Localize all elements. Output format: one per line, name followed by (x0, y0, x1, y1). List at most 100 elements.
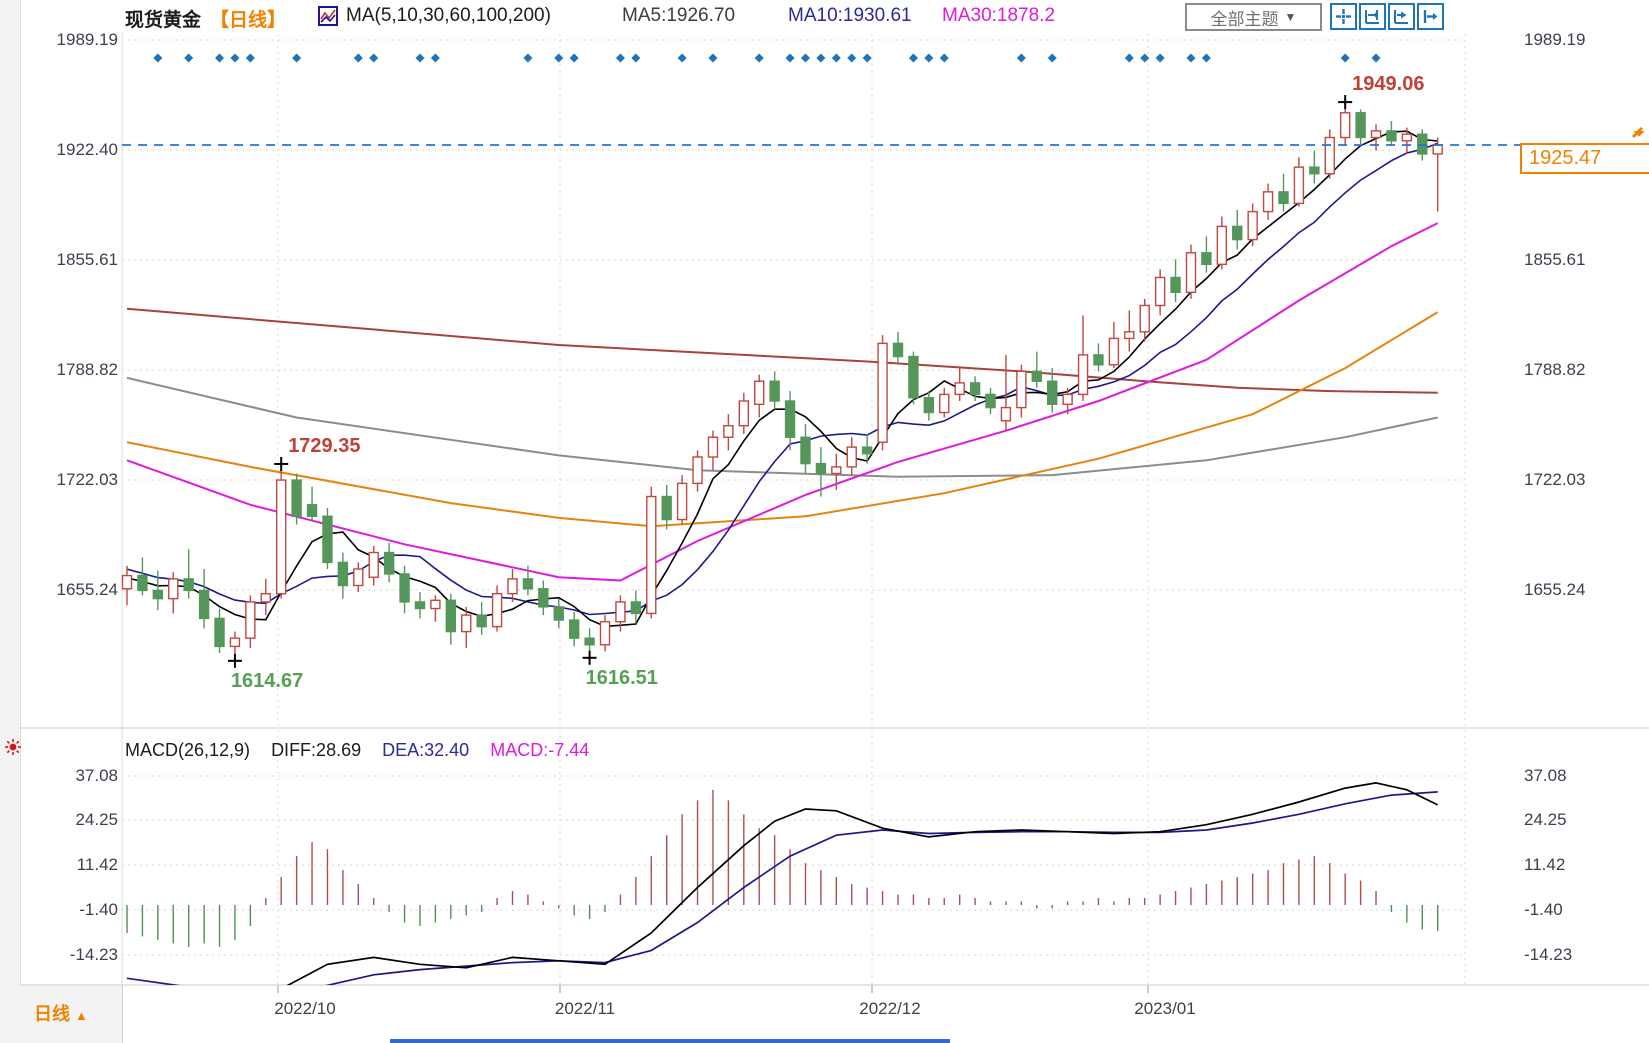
candle-body (1401, 133, 1413, 142)
macd-axis-label-right: 24.25 (1524, 810, 1567, 829)
event-dot (353, 53, 363, 63)
event-dot (245, 53, 255, 63)
event-dot (1124, 53, 1134, 63)
crosshair-icon (1336, 9, 1351, 24)
symbol-title: 现货黄金 (125, 10, 202, 31)
event-dot (1201, 53, 1211, 63)
event-dot (847, 53, 857, 63)
candle-body (121, 574, 133, 590)
candle-body (1124, 331, 1135, 340)
ma30-value: MA30:1878.2 (942, 5, 1056, 26)
candle-body (784, 400, 796, 438)
dea-line (126, 791, 1438, 985)
candle-body (168, 578, 179, 600)
candle-body (306, 504, 318, 517)
candle-body (1417, 133, 1428, 155)
candle-body (939, 393, 950, 414)
bottom-bar-corner (0, 986, 123, 1043)
event-dot (523, 53, 533, 63)
price-axis-label-left: 1922.40 (56, 140, 118, 159)
indicator-settings-icon[interactable] (4, 738, 22, 756)
macd-axis-label-left: -14.23 (69, 945, 118, 964)
x-axis-month-label: 2022/10 (274, 999, 336, 1018)
candle-body (1154, 276, 1166, 307)
macd-axis-label-right: -1.40 (1524, 900, 1563, 919)
event-dot (831, 53, 841, 63)
candle-body (198, 589, 210, 620)
last-price-value: 1925.47 (1529, 147, 1602, 169)
candle-body (461, 614, 472, 633)
candle-body (1031, 370, 1042, 382)
macd-axis-label-right: 37.08 (1524, 766, 1567, 785)
candle-body (1232, 225, 1243, 241)
candle-body (1077, 354, 1089, 396)
candle-body (923, 397, 935, 414)
theme-dropdown-label: 全部主题 (1210, 9, 1279, 29)
candle-body (630, 601, 642, 615)
macd-diff-value: DIFF:28.69 (271, 740, 362, 760)
event-dot (415, 53, 425, 63)
event-dot (924, 53, 934, 63)
price-axis-label-left: 1989.19 (56, 30, 118, 49)
crosshair-tool-button[interactable] (1330, 3, 1357, 30)
candle-body (815, 462, 827, 475)
ma5-value: MA5:1926.70 (622, 5, 736, 26)
theme-dropdown[interactable]: 全部主题 ▼ (1185, 3, 1322, 31)
price-axis-label-left: 1855.61 (56, 250, 118, 269)
candle-body (1324, 136, 1335, 175)
candle-body (1386, 130, 1397, 142)
event-dot (292, 53, 302, 63)
candle-body (476, 614, 487, 628)
macd-axis-label-left: 11.42 (76, 855, 118, 874)
candle-body (646, 495, 657, 615)
event-dot (1371, 53, 1381, 63)
event-dot (800, 53, 811, 63)
candle-body (368, 551, 379, 578)
event-dot (1340, 53, 1350, 63)
zoom-x-button[interactable] (1359, 3, 1386, 30)
event-dot (816, 53, 826, 63)
event-dot (1155, 53, 1165, 63)
ma-settings-label: MA(5,10,30,60,100,200) (346, 5, 551, 26)
candle-body (877, 342, 888, 443)
pan-right-button[interactable] (1417, 3, 1444, 30)
ma-line-ma200 (126, 307, 1438, 394)
extreme-price-label: 1616.51 (586, 667, 658, 689)
candle-body (383, 551, 395, 575)
ma-line-ma30 (126, 222, 1439, 582)
ma-line-ma5 (126, 130, 1438, 628)
price-axis-label-left: 1788.82 (56, 360, 118, 379)
candle-body (229, 637, 241, 648)
extreme-price-label: 1729.35 (288, 435, 360, 457)
candle-body (414, 601, 426, 610)
candle-body (723, 425, 734, 438)
candle-body (861, 446, 873, 455)
ma-legend-icon (318, 6, 338, 26)
candle-body (1201, 252, 1212, 266)
macd-axis-label-left: -1.40 (79, 900, 118, 919)
scrollbar (390, 1039, 950, 1043)
event-dot (230, 53, 240, 63)
event-dot (369, 53, 379, 63)
period-selector[interactable]: 日线 ▲ (34, 1000, 88, 1026)
candle-body (831, 466, 842, 475)
ma-line-ma60 (126, 311, 1439, 528)
event-dot (1016, 53, 1026, 63)
period-selector-label: 日线 (34, 1004, 70, 1024)
candle-body (969, 382, 981, 396)
candle-body (507, 578, 518, 595)
macd-axis-label-right: -14.23 (1524, 945, 1573, 964)
price-axis-label-left: 1722.03 (56, 470, 118, 489)
event-dot (677, 53, 687, 63)
candle-body (1170, 276, 1181, 294)
candle-body (1262, 191, 1274, 213)
candle-body (1339, 112, 1351, 139)
candle-body (676, 482, 688, 521)
candle-body (430, 599, 441, 610)
macd-value: MACD:-7.44 (490, 740, 590, 760)
zoom-y-button[interactable] (1388, 3, 1415, 30)
candle-body (1432, 144, 1443, 155)
candle-body (568, 619, 580, 639)
